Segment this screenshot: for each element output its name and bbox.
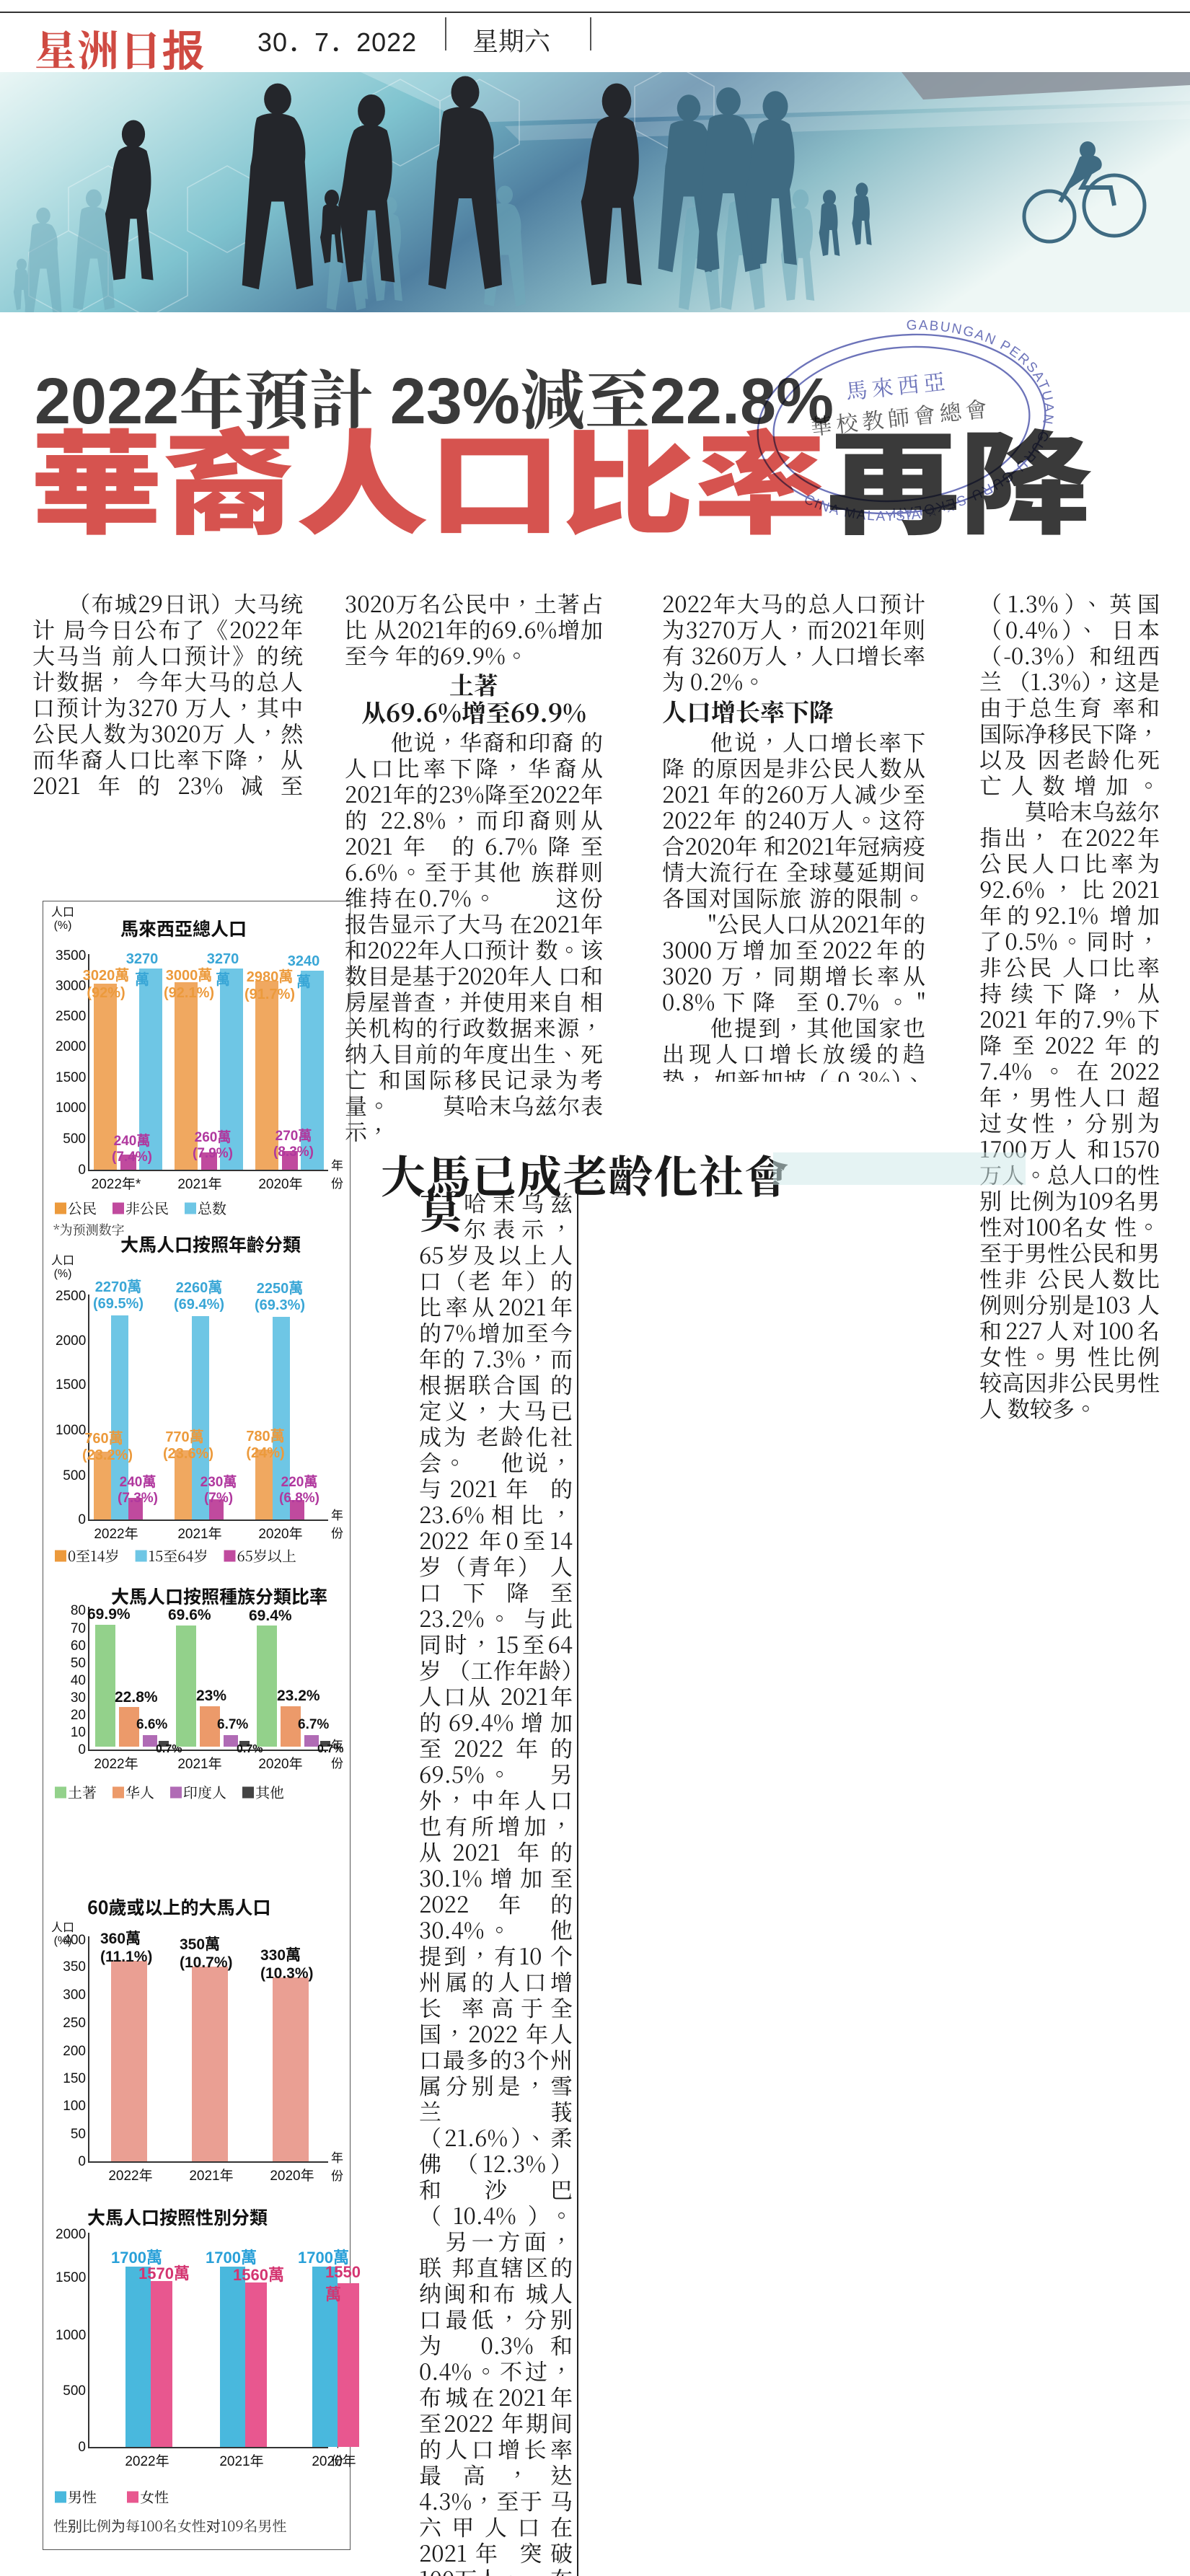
svg-text:CINA MALAYSIA ☆ ☆: CINA MALAYSIA ☆ ☆ [800, 476, 960, 534]
